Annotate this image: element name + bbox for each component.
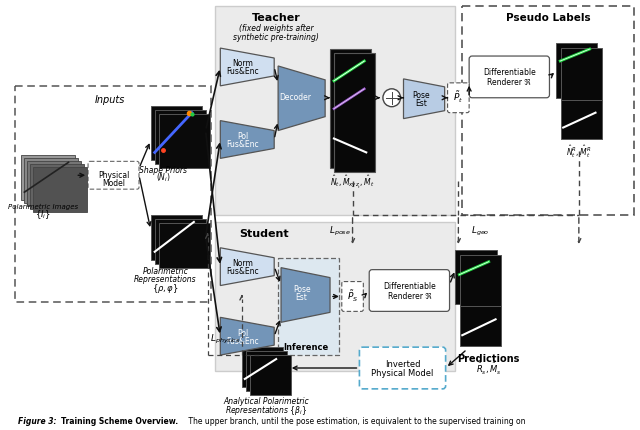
Text: $\hat{N}_t, \hat{M}_{xyz_t}, \hat{M}_t$: $\hat{N}_t, \hat{M}_{xyz_t}, \hat{M}_t$: [330, 173, 375, 190]
Text: Inverted: Inverted: [385, 359, 420, 369]
Text: $(N_i)$: $(N_i)$: [156, 172, 171, 184]
Text: Decoder: Decoder: [280, 93, 312, 102]
Text: Fus&Enc: Fus&Enc: [227, 140, 259, 149]
Text: Pose: Pose: [293, 285, 310, 294]
Bar: [151, 106, 202, 160]
Text: Inputs: Inputs: [95, 95, 125, 105]
Bar: [22, 155, 76, 200]
Bar: [242, 347, 283, 387]
Text: Fus&Enc: Fus&Enc: [227, 267, 259, 276]
Text: $L_{physics}$: $L_{physics}$: [210, 333, 241, 346]
Bar: [24, 158, 78, 203]
Bar: [460, 307, 502, 346]
Text: Polarimetric: Polarimetric: [143, 267, 188, 276]
Bar: [334, 53, 375, 172]
Text: Fus&Enc: Fus&Enc: [227, 337, 259, 346]
Text: $\hat{R}_s, \hat{M}_s$: $\hat{R}_s, \hat{M}_s$: [476, 361, 502, 377]
Polygon shape: [220, 120, 274, 158]
Text: Pol: Pol: [237, 329, 248, 338]
Text: Fus&Enc: Fus&Enc: [227, 68, 259, 77]
Text: Teacher: Teacher: [252, 13, 301, 23]
Text: Shape Priors: Shape Priors: [140, 166, 188, 175]
Polygon shape: [403, 79, 445, 119]
FancyBboxPatch shape: [88, 161, 139, 189]
Text: Analytical Polarimetric: Analytical Polarimetric: [223, 397, 309, 406]
Bar: [28, 161, 81, 206]
Text: Model: Model: [102, 179, 125, 188]
Text: synthetic pre-training): synthetic pre-training): [233, 33, 319, 42]
Text: $L_{geo}$: $L_{geo}$: [470, 225, 489, 239]
Text: $\hat{N}_t^R, \hat{M}_t^R$: $\hat{N}_t^R, \hat{M}_t^R$: [566, 143, 591, 160]
Text: Pol: Pol: [237, 132, 248, 141]
Text: Physical: Physical: [98, 171, 129, 180]
Text: Inference: Inference: [283, 343, 328, 352]
Polygon shape: [278, 66, 325, 131]
Text: $\{\rho, \varphi\}$: $\{\rho, \varphi\}$: [152, 282, 179, 295]
Bar: [246, 351, 287, 391]
Text: Polarimetric Images: Polarimetric Images: [8, 204, 78, 210]
FancyBboxPatch shape: [369, 270, 449, 311]
Text: Differentiable: Differentiable: [483, 68, 536, 77]
Bar: [33, 167, 87, 212]
Bar: [456, 250, 497, 304]
Polygon shape: [220, 48, 274, 86]
Bar: [561, 100, 602, 139]
Bar: [556, 43, 598, 98]
Polygon shape: [281, 267, 330, 322]
Bar: [216, 222, 456, 371]
Circle shape: [383, 89, 401, 107]
Bar: [250, 355, 291, 395]
Text: Pseudo Labels: Pseudo Labels: [506, 13, 591, 23]
Text: Norm: Norm: [232, 259, 253, 268]
Bar: [159, 114, 209, 168]
Text: (fixed weights after: (fixed weights after: [239, 24, 314, 33]
FancyBboxPatch shape: [360, 347, 445, 389]
FancyBboxPatch shape: [447, 83, 469, 113]
Bar: [155, 110, 205, 164]
Bar: [155, 219, 205, 264]
Polygon shape: [220, 317, 274, 355]
Text: Renderer ℜ: Renderer ℜ: [388, 292, 431, 301]
Text: Est: Est: [296, 293, 308, 302]
Bar: [216, 6, 456, 215]
Text: Predictions: Predictions: [458, 354, 520, 364]
FancyBboxPatch shape: [469, 56, 550, 98]
Bar: [460, 255, 502, 310]
Text: Figure 3:: Figure 3:: [17, 417, 56, 426]
Text: Representations: Representations: [134, 275, 196, 284]
Text: Representations $\{\hat{\beta}_i\}$: Representations $\{\hat{\beta}_i\}$: [225, 402, 307, 418]
Bar: [278, 258, 339, 355]
Bar: [30, 164, 84, 209]
Text: Student: Student: [239, 229, 289, 239]
Text: $\{I_i\}$: $\{I_i\}$: [35, 209, 51, 221]
Text: Pose: Pose: [412, 91, 430, 100]
Bar: [330, 49, 371, 168]
Bar: [159, 223, 209, 267]
Text: Physical Model: Physical Model: [371, 369, 434, 378]
Bar: [15, 86, 211, 302]
Text: Differentiable: Differentiable: [383, 282, 436, 291]
Text: $\tilde{P}_S$: $\tilde{P}_S$: [347, 289, 358, 304]
Text: Renderer ℜ: Renderer ℜ: [488, 78, 531, 87]
Text: Est: Est: [415, 99, 427, 108]
FancyBboxPatch shape: [342, 282, 364, 311]
Bar: [561, 48, 602, 103]
Text: Norm: Norm: [232, 59, 253, 68]
Text: Training Scheme Overview.: Training Scheme Overview.: [61, 417, 178, 426]
Text: The upper branch, until the pose estimation, is equivalent to the supervised tra: The upper branch, until the pose estimat…: [186, 417, 525, 426]
Text: $L_{pose}$: $L_{pose}$: [329, 225, 351, 239]
Text: $\tilde{P}_t$: $\tilde{P}_t$: [453, 90, 463, 105]
Bar: [151, 215, 202, 260]
Bar: [462, 6, 634, 215]
Polygon shape: [220, 248, 274, 286]
